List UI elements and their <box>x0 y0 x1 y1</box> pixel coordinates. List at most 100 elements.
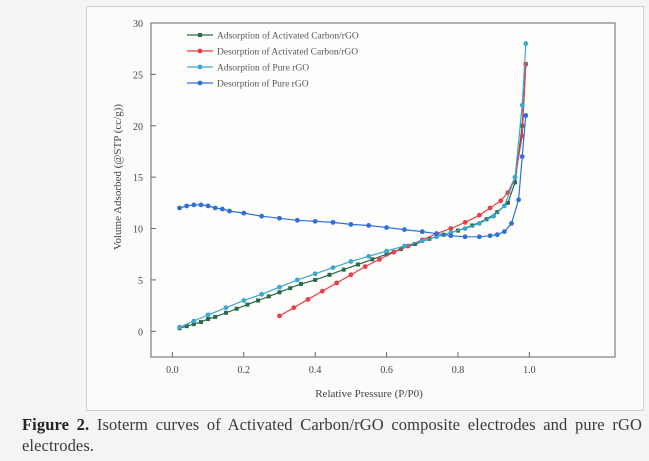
series-line <box>179 43 527 328</box>
legend-swatch-marker <box>197 64 203 70</box>
data-point <box>198 320 203 325</box>
data-point <box>184 203 190 209</box>
data-point <box>505 200 510 205</box>
data-point <box>177 205 182 211</box>
y-tick-label: 5 <box>138 276 143 287</box>
axes: 0 5 10 15 20 25 30 0.0 0.2 0.4 0.6 0.8 1.0 <box>133 19 536 376</box>
x-tick-label: 0.6 <box>380 365 393 376</box>
plot-frame <box>150 22 616 358</box>
data-point <box>494 232 500 238</box>
legend-label: Adsorption of Activated Carbon/rGO <box>217 31 359 42</box>
data-point <box>501 203 507 209</box>
data-point <box>266 294 271 299</box>
legend-label: Desorption of Activated Carbon/rGO <box>217 47 358 58</box>
legend-label: Desorption of Pure rGO <box>217 79 309 90</box>
x-tick-label: 1.0 <box>523 365 536 376</box>
data-point <box>523 41 529 46</box>
data-point <box>294 277 300 283</box>
figure-caption: Figure 2. Isoterm curves of Activated Ca… <box>22 414 642 456</box>
data-point <box>487 205 493 211</box>
data-point <box>348 222 354 227</box>
data-point <box>305 297 311 302</box>
data-point <box>277 215 282 221</box>
data-point <box>184 324 189 329</box>
data-point <box>198 202 204 208</box>
data-point <box>448 233 454 239</box>
legend: Adsorption of Activated Carbon/rGO Desorp… <box>187 31 359 90</box>
data-point <box>419 238 425 244</box>
data-point <box>370 257 375 262</box>
data-point <box>191 318 197 324</box>
series-layer <box>177 41 529 331</box>
data-point <box>377 256 382 262</box>
data-point <box>223 310 228 315</box>
data-point <box>519 102 525 108</box>
data-point <box>487 233 493 239</box>
data-point <box>294 217 300 223</box>
data-point <box>523 113 529 118</box>
data-point <box>366 223 372 228</box>
legend-swatch-marker <box>197 80 203 86</box>
legend-entry: Adsorption of Pure rGO <box>187 63 309 74</box>
data-point <box>384 252 389 257</box>
figure-frame: 0 5 10 15 20 25 30 0.0 0.2 0.4 0.6 0.8 1.0 Adsorptio… <box>86 6 644 411</box>
data-point <box>334 280 339 286</box>
data-point <box>206 316 211 321</box>
data-point <box>277 284 282 290</box>
data-point <box>313 277 318 282</box>
y-axis-label: Volume Adsorbed (@STP (cc/g)) <box>112 104 124 250</box>
data-point <box>402 227 407 232</box>
y-tick-label: 30 <box>133 19 143 30</box>
data-point <box>227 208 232 214</box>
y-tick-label: 15 <box>133 173 143 184</box>
legend-entry: Desorption of Pure rGO <box>187 79 309 90</box>
data-point <box>213 314 218 319</box>
data-point <box>319 288 325 294</box>
series-3 <box>177 41 529 330</box>
legend-entry: Desorption of Activated Carbon/rGO <box>187 47 358 58</box>
data-point <box>191 322 196 327</box>
y-tick-label: 25 <box>133 70 143 81</box>
data-point <box>509 221 514 226</box>
x-tick-label: 0.8 <box>452 365 465 376</box>
data-point <box>366 253 372 259</box>
y-tick-label: 10 <box>133 225 143 236</box>
x-tick-label: 0.4 <box>309 365 322 376</box>
data-point <box>277 290 282 295</box>
data-point <box>241 210 247 216</box>
data-point <box>448 226 454 231</box>
legend-swatch-marker <box>197 48 203 54</box>
data-point <box>277 313 282 319</box>
data-point <box>476 221 482 226</box>
data-point <box>348 259 354 264</box>
data-point <box>413 241 418 246</box>
data-point <box>476 212 482 218</box>
data-point <box>476 234 482 240</box>
data-point <box>384 248 389 254</box>
caption-text: Isoterm curves of Activated Carbon/rGO c… <box>22 415 642 455</box>
data-point <box>462 226 468 231</box>
data-point <box>512 174 518 180</box>
data-point <box>341 267 346 272</box>
data-point <box>501 229 507 235</box>
data-point <box>419 229 425 235</box>
data-point <box>259 291 265 297</box>
data-point <box>205 312 211 318</box>
data-point <box>391 249 397 255</box>
data-point <box>245 302 250 307</box>
series-4 <box>177 113 529 240</box>
legend-entry: Adsorption of Activated Carbon/rGO <box>187 31 359 42</box>
data-point <box>312 218 318 224</box>
data-point <box>516 197 522 203</box>
data-point <box>491 213 497 219</box>
data-point <box>259 213 265 219</box>
data-point <box>519 154 525 160</box>
data-point <box>498 198 504 204</box>
x-axis-label: Relative Pressure (P/P0) <box>315 388 423 400</box>
isotherm-chart: 0 5 10 15 20 25 30 0.0 0.2 0.4 0.6 0.8 1.0 Adsorptio… <box>112 19 616 400</box>
data-point <box>298 282 303 287</box>
data-point <box>348 272 354 278</box>
data-point <box>327 272 332 277</box>
data-point <box>330 265 336 270</box>
data-point <box>219 206 225 212</box>
